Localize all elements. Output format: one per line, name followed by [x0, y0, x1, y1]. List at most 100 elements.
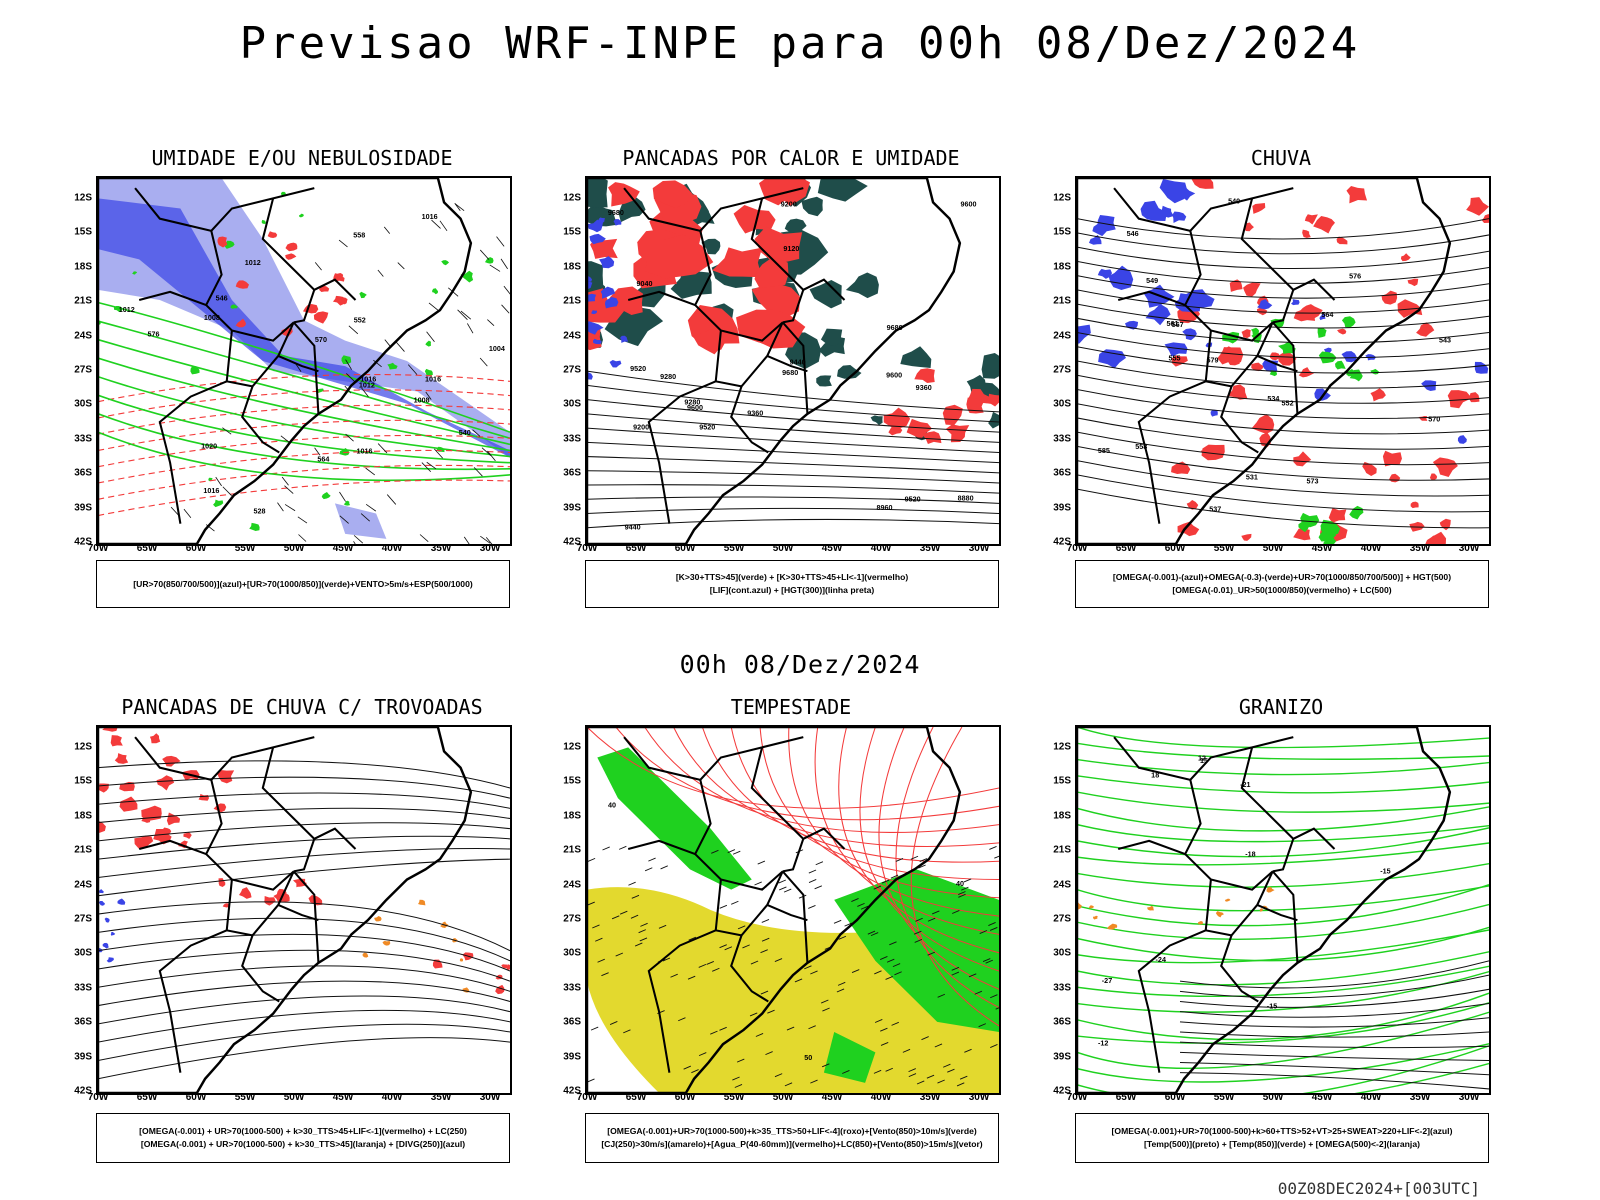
legend-pancadas-trovoadas: [OMEGA(-0.001) + UR>70(1000-500) + k>30_…: [96, 1113, 510, 1163]
latitude-axis: 12S 15S 18S 21S 24S 27S 30S 33S 36S 39S 42S: [64, 176, 92, 548]
wind-vector: [481, 447, 492, 456]
temperature-850-contour: [1077, 1002, 1489, 1044]
wind-vector: [433, 448, 444, 459]
wind-vector: [990, 1044, 998, 1048]
streamline-850: [701, 727, 999, 863]
divergence-area: [98, 900, 105, 906]
wind-vector: [503, 285, 510, 295]
wind-vector: [602, 846, 610, 851]
height-contour: [1077, 246, 1489, 270]
geopotential-contour: [587, 413, 999, 443]
wind-vector: [597, 958, 605, 963]
wind-vector: [638, 929, 647, 934]
latitude-tick-label: 18S: [1053, 261, 1071, 273]
wind-vector: [473, 467, 483, 477]
wind-vector: [587, 901, 595, 906]
thickness-contour-line: [98, 389, 510, 419]
height-contour: [1077, 360, 1489, 389]
wind-vector: [885, 1067, 893, 1072]
wind-vector: [425, 391, 432, 400]
lifted-index-contour: [587, 219, 604, 233]
geopotential-contour: [587, 399, 999, 433]
thickness-label-cluster: [235, 318, 247, 328]
height-contour: [1077, 275, 1489, 299]
rain-area: [1466, 197, 1489, 216]
longitude-axis: 70W 65W 60W 55W 50W 45W 40W 35W 30W: [88, 1092, 508, 1106]
omega-rain-area: [1164, 342, 1188, 357]
map-canvas: [98, 727, 510, 1093]
thickness-contour-line: [98, 373, 510, 403]
rain-area: [1447, 390, 1473, 409]
omega-500-area: [1197, 921, 1203, 925]
rain-area: [1418, 416, 1428, 421]
instability-area: [817, 178, 868, 202]
instability-area: [816, 375, 832, 387]
wind-vector: [794, 978, 803, 983]
lifted-index-contour: [609, 359, 622, 368]
wind-vector: [314, 262, 322, 271]
wind-vector: [439, 220, 448, 232]
low-humidity-contour: [432, 288, 439, 295]
temperature-500-contour: [1179, 1072, 1489, 1090]
coastline: [587, 178, 962, 544]
wind-vector: [910, 855, 919, 860]
rain-area: [1302, 229, 1311, 238]
contour-label: -27: [1102, 977, 1112, 985]
streamline-850: [615, 727, 999, 821]
coastline: [587, 727, 962, 1093]
wind-vector: [479, 249, 490, 260]
wind-vector: [683, 1065, 692, 1070]
wind-vector: [487, 319, 495, 327]
wind-vector: [918, 864, 926, 869]
legend-tempestade: [OMEGA(-0.001)+UR>70(1000-500)+k>35_TTS>…: [585, 1113, 999, 1163]
contour-label: 9600: [886, 372, 902, 380]
wind-vector: [890, 874, 899, 879]
wind-vector: [908, 1068, 916, 1073]
wind-vector: [915, 917, 923, 922]
wind-vector: [844, 922, 852, 927]
contour-label: 15: [1200, 757, 1208, 765]
latitude-tick-label: 21S: [563, 844, 581, 856]
omega-rain-area: [1152, 308, 1167, 319]
contour-label: 9200: [633, 424, 649, 432]
latitude-tick-label: 39S: [563, 502, 581, 514]
latitude-tick-label: 30S: [1053, 947, 1071, 959]
wind-vector: [767, 1009, 775, 1014]
wind-vector: [974, 990, 983, 995]
omega-500-area: [1088, 905, 1094, 909]
low-humidity-contour: [341, 355, 352, 365]
longitude-tick-label: 35W: [430, 1092, 452, 1103]
instability-area: [966, 374, 986, 394]
wind-vector: [808, 869, 817, 874]
country-border: [730, 935, 769, 1003]
humidity-contour-line: [98, 431, 510, 482]
thunderstorm-area: [264, 895, 276, 906]
humidity-contour-line: [98, 320, 510, 440]
height-contour: [1077, 303, 1489, 329]
contour-label: 9600: [961, 201, 977, 209]
convection-area: [382, 940, 391, 946]
thunderstorm-area: [162, 755, 181, 767]
instability-area: [801, 196, 823, 217]
contour-label: 9200: [781, 201, 797, 209]
temperature-850-contour: [1077, 926, 1489, 962]
rain-area: [1252, 203, 1266, 214]
divergence-area: [104, 917, 110, 923]
longitude-axis: 70W 65W 60W 55W 50W 45W 40W 35W 30W: [1067, 543, 1487, 557]
longitude-tick-label: 70W: [1066, 543, 1088, 554]
strong-instability-area: [692, 328, 726, 355]
thunderstorm-area: [114, 753, 129, 764]
wind-vector: [472, 429, 481, 437]
legend-line: [Temp(500)](preto) + [Temp(850)](verde) …: [1144, 1139, 1420, 1149]
contour-label: 9680: [782, 369, 798, 377]
run-timestamp: 00Z08DEC2024+[003UTC]: [1277, 1179, 1480, 1198]
latitude-tick-label: 12S: [563, 741, 581, 753]
wind-vector: [937, 993, 946, 998]
wind-vector: [994, 855, 999, 859]
country-border: [261, 747, 357, 850]
country-border: [293, 838, 316, 873]
strong-instability-area: [942, 404, 963, 426]
rain-area: [1400, 253, 1411, 262]
wind-vector: [710, 1030, 718, 1035]
latitude-tick-label: 33S: [563, 982, 581, 994]
